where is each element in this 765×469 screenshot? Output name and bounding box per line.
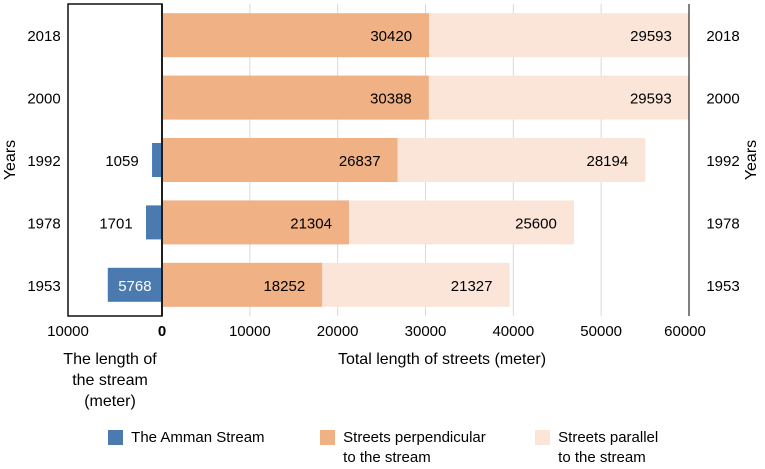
data-label-parallel-1992: 28194 (586, 153, 628, 170)
data-label-parallel-2000: 29593 (630, 91, 672, 108)
y-axis-title-right: Years (743, 140, 760, 180)
bar-stream-1992 (152, 143, 161, 177)
tick-label-left-10000: 10000 (47, 323, 89, 340)
tick-label-year-left: 2000 (27, 91, 60, 108)
bar-stream-1978 (146, 205, 161, 240)
left-axis-title-line: The length of (63, 351, 157, 368)
data-label-parallel-1953: 21327 (451, 278, 493, 295)
bar-perpendicular-1953 (163, 262, 323, 307)
tick-label-right-10000: 10000 (229, 323, 271, 340)
right-axis-title: Total length of streets (meter) (338, 351, 546, 368)
data-label-perpendicular-1953: 18252 (263, 278, 305, 295)
tick-label-year-left: 2018 (27, 28, 60, 45)
legend-label-stream: The Amman Stream (131, 429, 265, 446)
left-axis-title-line: the stream (72, 372, 148, 389)
bar-parallel-1978 (349, 200, 574, 245)
bars (107, 13, 689, 307)
tick-label-right-20000: 20000 (317, 323, 359, 340)
data-label-perpendicular-1992: 26837 (339, 153, 381, 170)
labels: 30420 29593 2018 2018 30388 29593 2000 2000 2683… (2, 28, 760, 410)
tick-label-right-60000: 60000 (664, 323, 706, 340)
legend-label-parallel: Streets parallel to the stream (558, 429, 659, 466)
data-label-perpendicular-1978: 21304 (290, 215, 332, 232)
tick-label-year-right: 2000 (706, 91, 739, 108)
legend-item-stream: The Amman Stream (108, 428, 265, 448)
left-axis-title-line: (meter) (84, 393, 136, 410)
legend-swatch-stream (108, 430, 123, 445)
tick-label-left-0: 0 (158, 323, 166, 340)
tick-label-year-right: 1978 (706, 215, 739, 232)
y-axis-title-left: Years (2, 140, 19, 180)
data-label-stream-1953: 5768 (118, 278, 151, 295)
legend-swatch-parallel (535, 430, 550, 445)
tick-label-year-right: 1953 (706, 278, 739, 295)
tick-label-right-50000: 50000 (580, 323, 622, 340)
bar-stream-1953 (107, 267, 161, 302)
data-label-perpendicular-2000: 30388 (370, 91, 412, 108)
bar-parallel-1992 (397, 138, 646, 182)
tick-label-year-left: 1978 (27, 215, 60, 232)
data-label-parallel-1978: 25600 (515, 215, 557, 232)
data-label-stream-1978: 1701 (99, 215, 132, 232)
legend-item-parallel: Streets parallel to the stream (535, 428, 658, 468)
data-label-perpendicular-2018: 30420 (370, 28, 412, 45)
legend-swatch-perpendicular (320, 430, 335, 445)
bar-perpendicular-1978 (163, 200, 350, 245)
tick-label-year-left: 1992 (27, 153, 60, 170)
bar-perpendicular-2018 (163, 13, 430, 58)
tick-label-year-right: 1992 (706, 153, 739, 170)
bar-parallel-1953 (322, 262, 510, 307)
tick-label-right-40000: 40000 (492, 323, 534, 340)
bar-parallel-2018 (429, 13, 689, 58)
data-label-stream-1992: 1059 (105, 153, 138, 170)
tick-label-right-30000: 30000 (405, 323, 447, 340)
axes (67, 3, 690, 317)
data-label-parallel-2018: 29593 (630, 28, 672, 45)
legend-label-perpendicular: Streets perpendicular to the stream (343, 429, 486, 466)
legend-item-perpendicular: Streets perpendicular to the stream (320, 428, 486, 468)
tick-label-year-left: 1953 (27, 278, 60, 295)
bar-perpendicular-2000 (163, 75, 429, 120)
tick-label-year-right: 2018 (706, 28, 739, 45)
bar-parallel-2000 (428, 75, 689, 120)
bar-perpendicular-1992 (163, 138, 398, 182)
